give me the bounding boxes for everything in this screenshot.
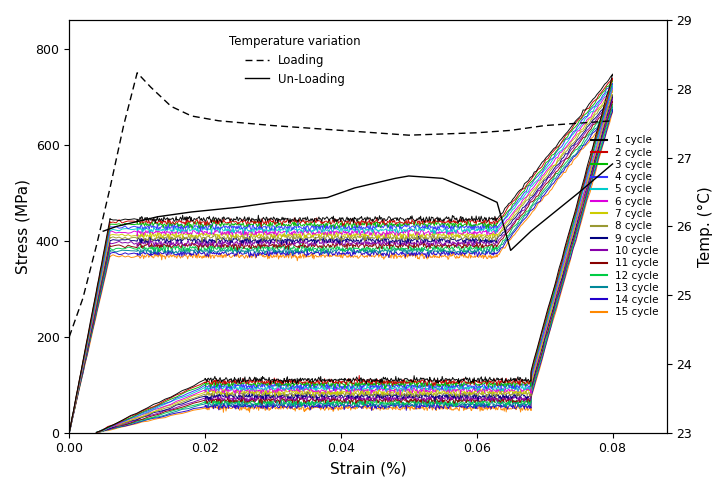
Y-axis label: Stress (MPa): Stress (MPa) <box>15 179 30 274</box>
Y-axis label: Temp. (°C): Temp. (°C) <box>698 186 713 267</box>
Legend: 1 cycle, 2 cycle, 3 cycle, 4 cycle, 5 cycle, 6 cycle, 7 cycle, 8 cycle, 9 cycle,: 1 cycle, 2 cycle, 3 cycle, 4 cycle, 5 cy… <box>591 136 659 317</box>
X-axis label: Strain (%): Strain (%) <box>330 461 406 476</box>
